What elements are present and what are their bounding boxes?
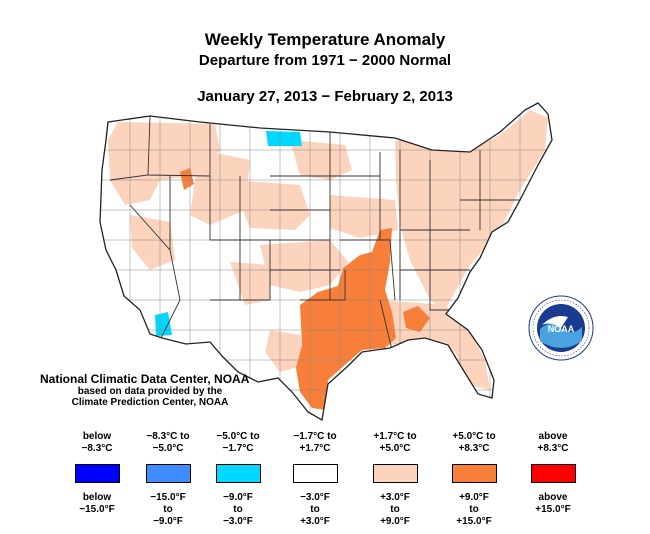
legend-c-top: −8.3°C to bbox=[146, 431, 190, 442]
legend-f-bottom: +15.0°F bbox=[456, 516, 492, 527]
date-range: January 27, 2013 − February 2, 2013 bbox=[197, 88, 453, 105]
legend-swatch bbox=[215, 464, 261, 483]
legend-f-bottom: +9.0°F bbox=[380, 516, 410, 527]
legend-c-top: +1.7°C to bbox=[373, 431, 417, 442]
legend-swatch bbox=[145, 464, 191, 483]
legend-item: above +8.3°C above +15.0°F bbox=[513, 431, 593, 516]
legend-item: +5.0°C to +8.3°C +9.0°F to +15.0°F bbox=[434, 431, 514, 528]
anomaly-region-orange bbox=[180, 168, 430, 410]
legend-f-mid: +15.0°F bbox=[535, 504, 571, 515]
legend-swatch bbox=[372, 464, 418, 483]
credits-line-1: National Climatic Data Center, NOAA bbox=[40, 372, 250, 386]
credits-line-3: Climate Prediction Center, NOAA bbox=[71, 397, 229, 408]
legend-f-top: −9.0°F bbox=[223, 492, 253, 503]
legend-c-bottom: +8.3°C bbox=[458, 443, 490, 454]
noaa-seal-icon: NOAA bbox=[528, 295, 594, 361]
legend-f-top: −3.0°F bbox=[300, 492, 330, 503]
legend-f-top: +3.0°F bbox=[380, 492, 410, 503]
legend-item: −5.0°C to −1.7°C −9.0°F to −3.0°F bbox=[198, 431, 278, 528]
credits-line-2: based on data provided by the bbox=[77, 386, 223, 397]
legend-swatch bbox=[451, 464, 497, 483]
legend-f-top: below bbox=[82, 492, 112, 503]
legend-c-top: −1.7°C to bbox=[293, 431, 337, 442]
legend-c-bottom: +8.3°C bbox=[537, 443, 569, 454]
legend-f-mid: to bbox=[163, 504, 173, 515]
credits: National Climatic Data Center, NOAA base… bbox=[40, 372, 270, 408]
legend-c-bottom: −8.3°C bbox=[81, 443, 113, 454]
legend-f-mid: −15.0°F bbox=[79, 504, 115, 515]
legend-swatch bbox=[74, 464, 120, 483]
legend-f-top: +9.0°F bbox=[459, 492, 489, 503]
legend-c-bottom: +5.0°C bbox=[379, 443, 411, 454]
map-title: Weekly Temperature Anomaly bbox=[204, 30, 446, 49]
legend-c-bottom: +1.7°C bbox=[299, 443, 331, 454]
legend-f-mid: to bbox=[233, 504, 243, 515]
legend-c-top: above bbox=[538, 431, 568, 442]
legend-item: −8.3°C to −5.0°C −15.0°F to −9.0°F bbox=[128, 431, 208, 528]
legend-swatch bbox=[292, 464, 338, 483]
legend-item: below −8.3°C below −15.0°F bbox=[57, 431, 137, 516]
legend-f-top: −15.0°F bbox=[150, 492, 186, 503]
legend-f-top: above bbox=[538, 492, 568, 503]
legend-f-mid: to bbox=[390, 504, 400, 515]
state-boundaries bbox=[109, 115, 520, 351]
legend-f-bottom: −9.0°F bbox=[153, 516, 183, 527]
noaa-logo-text: NOAA bbox=[548, 324, 575, 334]
legend-f-bottom: +3.0°F bbox=[300, 516, 330, 527]
legend-item: +1.7°C to +5.0°C +3.0°F to +9.0°F bbox=[355, 431, 435, 528]
legend-c-bottom: −5.0°C bbox=[152, 443, 184, 454]
legend-c-top: +5.0°C to bbox=[452, 431, 496, 442]
legend-f-mid: to bbox=[469, 504, 479, 515]
legend-swatch bbox=[530, 464, 576, 483]
map-subtitle: Departure from 1971 − 2000 Normal bbox=[198, 52, 452, 69]
legend-c-top: below bbox=[82, 431, 112, 442]
legend-item: −1.7°C to +1.7°C −3.0°F to +3.0°F bbox=[275, 431, 355, 528]
legend-c-top: −5.0°C to bbox=[216, 431, 260, 442]
legend-f-bottom: −3.0°F bbox=[223, 516, 253, 527]
legend-c-bottom: −1.7°C bbox=[222, 443, 254, 454]
legend-f-mid: to bbox=[310, 504, 320, 515]
